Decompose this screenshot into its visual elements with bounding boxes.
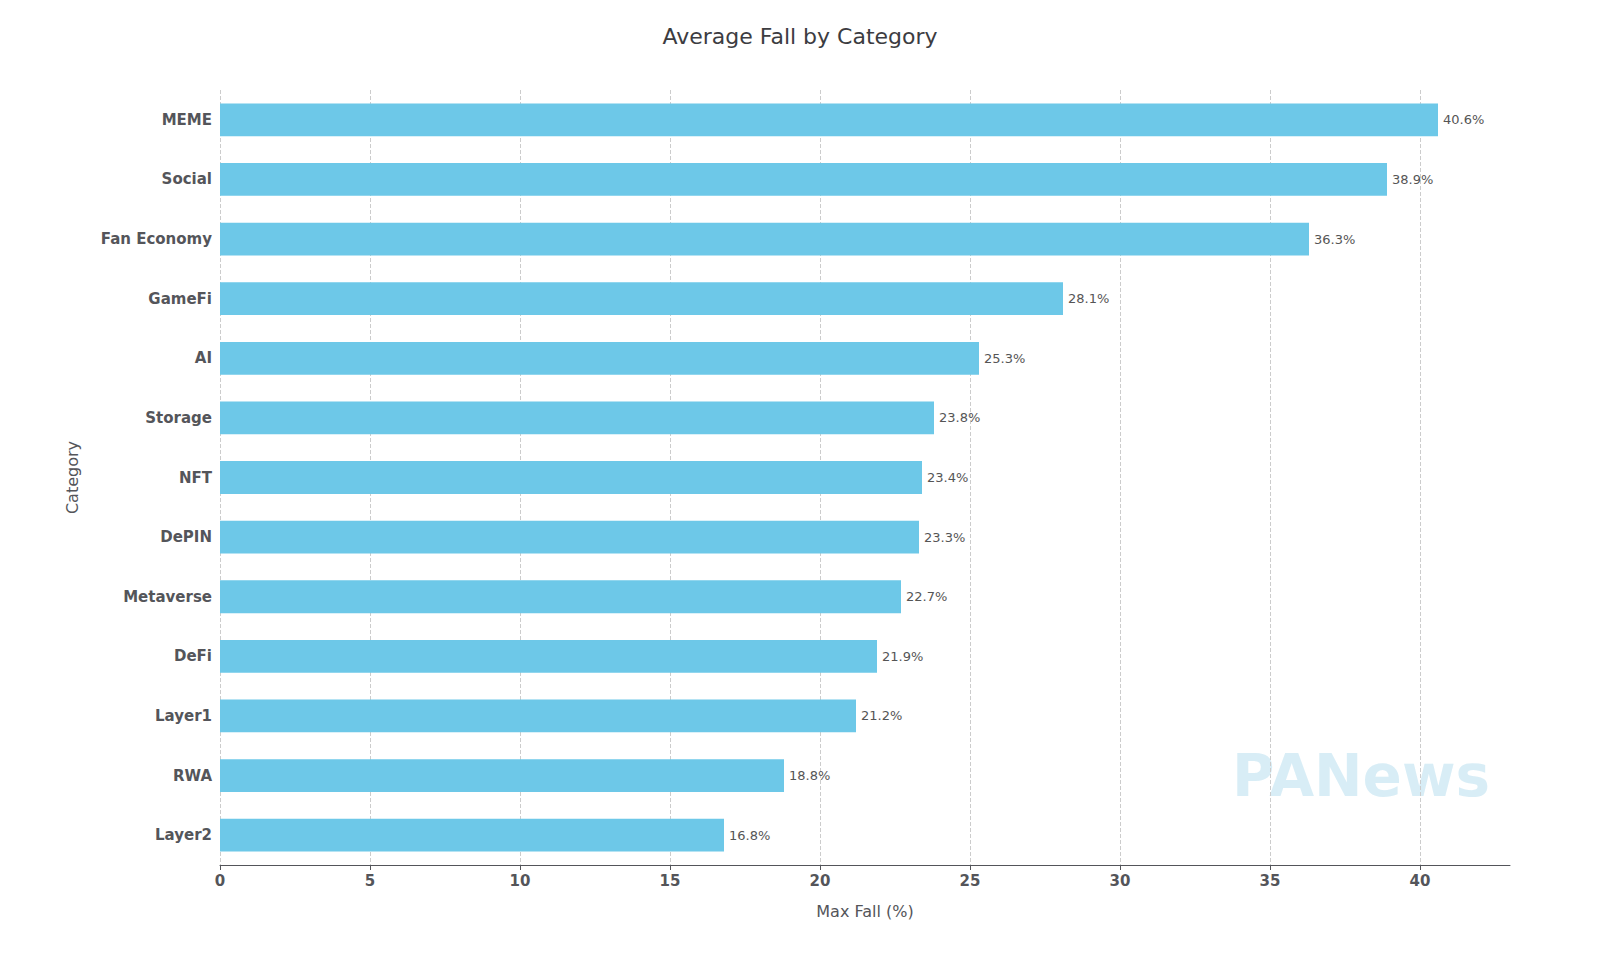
svg-text:DePIN: DePIN xyxy=(160,528,212,546)
svg-text:5: 5 xyxy=(365,872,375,890)
svg-text:0: 0 xyxy=(215,872,225,890)
svg-text:Layer1: Layer1 xyxy=(155,707,212,725)
svg-text:21.2%: 21.2% xyxy=(861,708,902,723)
svg-text:23.4%: 23.4% xyxy=(927,470,968,485)
svg-text:22.7%: 22.7% xyxy=(906,589,947,604)
svg-text:16.8%: 16.8% xyxy=(729,828,770,843)
svg-text:Fan Economy: Fan Economy xyxy=(101,230,212,248)
svg-text:GameFi: GameFi xyxy=(148,290,212,308)
svg-text:25.3%: 25.3% xyxy=(984,351,1025,366)
svg-text:28.1%: 28.1% xyxy=(1068,291,1109,306)
svg-text:20: 20 xyxy=(810,872,831,890)
svg-text:36.3%: 36.3% xyxy=(1314,232,1355,247)
svg-text:PANews: PANews xyxy=(1231,742,1490,810)
svg-text:Storage: Storage xyxy=(145,409,212,427)
svg-text:RWA: RWA xyxy=(173,767,212,785)
svg-text:Layer2: Layer2 xyxy=(155,826,212,844)
svg-text:38.9%: 38.9% xyxy=(1392,172,1433,187)
svg-text:MEME: MEME xyxy=(162,111,212,129)
svg-text:Metaverse: Metaverse xyxy=(123,588,212,606)
svg-text:10: 10 xyxy=(510,872,531,890)
svg-text:15: 15 xyxy=(660,872,681,890)
svg-text:Max Fall (%): Max Fall (%) xyxy=(816,902,913,921)
svg-text:25: 25 xyxy=(960,872,981,890)
svg-text:40: 40 xyxy=(1410,872,1431,890)
svg-text:23.8%: 23.8% xyxy=(939,410,980,425)
svg-text:40.6%: 40.6% xyxy=(1443,112,1484,127)
svg-text:DeFi: DeFi xyxy=(174,647,212,665)
svg-text:AI: AI xyxy=(195,349,212,367)
svg-text:Average Fall by Category: Average Fall by Category xyxy=(662,24,937,49)
svg-text:NFT: NFT xyxy=(179,469,213,487)
svg-text:30: 30 xyxy=(1110,872,1131,890)
svg-text:35: 35 xyxy=(1260,872,1281,890)
svg-text:Category: Category xyxy=(63,441,82,514)
svg-text:18.8%: 18.8% xyxy=(789,768,830,783)
svg-text:Social: Social xyxy=(162,170,212,188)
svg-text:23.3%: 23.3% xyxy=(924,530,965,545)
svg-text:21.9%: 21.9% xyxy=(882,649,923,664)
